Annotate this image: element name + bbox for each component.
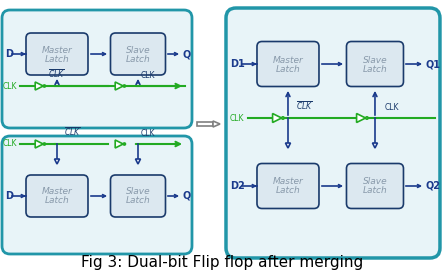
Text: Latch: Latch bbox=[276, 187, 300, 195]
Text: Master: Master bbox=[273, 55, 303, 65]
Text: Latch: Latch bbox=[126, 197, 151, 206]
Text: Master: Master bbox=[42, 187, 72, 197]
Text: $\overline{CLK}$: $\overline{CLK}$ bbox=[64, 126, 82, 138]
Circle shape bbox=[366, 117, 368, 119]
FancyBboxPatch shape bbox=[257, 41, 319, 86]
Polygon shape bbox=[357, 113, 365, 123]
Text: Q: Q bbox=[183, 49, 191, 59]
Text: Master: Master bbox=[273, 177, 303, 187]
FancyBboxPatch shape bbox=[111, 33, 166, 75]
Polygon shape bbox=[285, 143, 290, 148]
Polygon shape bbox=[115, 82, 123, 90]
FancyBboxPatch shape bbox=[226, 8, 440, 258]
Polygon shape bbox=[55, 159, 59, 164]
Polygon shape bbox=[135, 159, 140, 164]
Text: $\overline{CLK}$: $\overline{CLK}$ bbox=[48, 68, 66, 80]
Circle shape bbox=[282, 117, 284, 119]
Text: Latch: Latch bbox=[363, 187, 387, 195]
FancyBboxPatch shape bbox=[346, 41, 404, 86]
Circle shape bbox=[123, 143, 126, 145]
FancyBboxPatch shape bbox=[346, 163, 404, 208]
FancyBboxPatch shape bbox=[2, 10, 192, 128]
Circle shape bbox=[44, 85, 45, 87]
FancyBboxPatch shape bbox=[257, 163, 319, 208]
Text: Q: Q bbox=[183, 191, 191, 201]
Text: D1: D1 bbox=[230, 59, 245, 69]
Polygon shape bbox=[197, 122, 213, 126]
Polygon shape bbox=[115, 140, 123, 148]
Polygon shape bbox=[35, 140, 43, 148]
Text: Q2: Q2 bbox=[426, 181, 441, 191]
Text: Slave: Slave bbox=[363, 177, 387, 187]
Circle shape bbox=[44, 143, 45, 145]
Polygon shape bbox=[35, 82, 43, 90]
Text: CLK: CLK bbox=[141, 129, 155, 138]
Text: Slave: Slave bbox=[363, 55, 387, 65]
Text: CLK: CLK bbox=[3, 81, 17, 91]
Text: CLK: CLK bbox=[385, 103, 399, 112]
Text: D: D bbox=[5, 49, 13, 59]
Text: $\overline{CLK}$: $\overline{CLK}$ bbox=[297, 100, 313, 112]
FancyBboxPatch shape bbox=[26, 33, 88, 75]
Text: Slave: Slave bbox=[126, 187, 151, 197]
Text: Latch: Latch bbox=[44, 54, 69, 63]
Polygon shape bbox=[373, 143, 377, 148]
Polygon shape bbox=[213, 121, 220, 127]
Text: Fig 3: Dual-bit Flip flop after merging: Fig 3: Dual-bit Flip flop after merging bbox=[81, 255, 363, 270]
Text: D: D bbox=[5, 191, 13, 201]
Text: Slave: Slave bbox=[126, 46, 151, 54]
FancyBboxPatch shape bbox=[2, 136, 192, 254]
Polygon shape bbox=[273, 113, 281, 123]
FancyBboxPatch shape bbox=[26, 175, 88, 217]
Text: Latch: Latch bbox=[363, 65, 387, 73]
Text: CLK: CLK bbox=[141, 71, 155, 80]
Text: Latch: Latch bbox=[44, 197, 69, 206]
Text: CLK: CLK bbox=[3, 139, 17, 148]
Text: Latch: Latch bbox=[126, 54, 151, 63]
Text: Latch: Latch bbox=[276, 65, 300, 73]
Text: Master: Master bbox=[42, 46, 72, 54]
FancyBboxPatch shape bbox=[111, 175, 166, 217]
Text: Q1: Q1 bbox=[426, 59, 441, 69]
Text: CLK: CLK bbox=[230, 113, 245, 123]
Circle shape bbox=[123, 85, 126, 87]
Text: D2: D2 bbox=[230, 181, 245, 191]
